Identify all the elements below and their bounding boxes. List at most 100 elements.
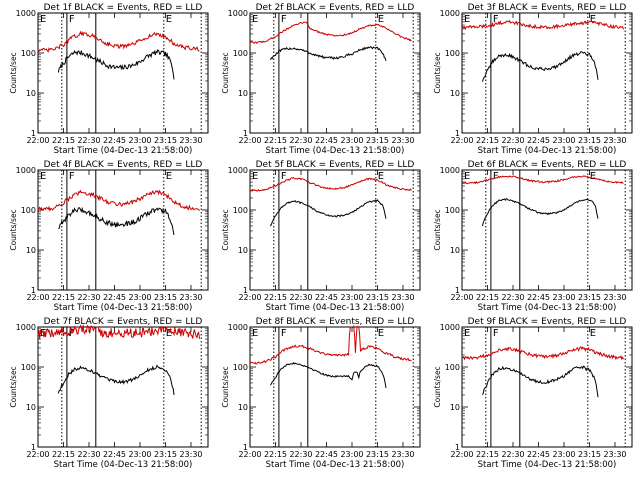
y-tick-label: 100 (445, 206, 460, 215)
y-tick-label: 1000 (228, 166, 248, 175)
y-tick-label: 1 (243, 129, 248, 138)
time-marker-label: F (281, 171, 287, 182)
detector-plot: Det 3f BLACK = Events, RED = LLD 1 10 100 10… (433, 3, 633, 156)
x-tick-label: 23:30 (391, 293, 414, 302)
plot-frame (37, 169, 209, 291)
x-tick-label: 23:30 (603, 450, 626, 459)
plot-frame (37, 326, 209, 448)
x-tick-label: 23:30 (391, 450, 414, 459)
events-series-line (269, 45, 387, 61)
x-tick-label: 22:30 (77, 450, 100, 459)
time-marker-label: E (166, 171, 172, 182)
x-tick-label: 23:15 (578, 136, 601, 145)
x-tick-label: 22:30 (501, 450, 524, 459)
detector-plot: Det 7f BLACK = Events, RED = LLD 1 10 100 10… (9, 317, 209, 470)
x-tick-label: 22:15 (476, 136, 499, 145)
x-tick-label: 23:15 (366, 136, 389, 145)
y-tick-label: 1 (31, 286, 36, 295)
y-tick-label: 1000 (16, 323, 36, 332)
plot-title: Det 3f BLACK = Events, RED = LLD (468, 3, 627, 13)
y-tick-label: 100 (21, 49, 36, 58)
events-series-line (481, 51, 599, 82)
x-axis-label: Start Time (04-Dec-13 21:58:00) (54, 303, 193, 313)
time-marker-label: E (166, 328, 172, 339)
x-tick-label: 23:00 (128, 450, 151, 459)
lld-series-line (461, 19, 624, 31)
y-tick-label: 1000 (16, 9, 36, 18)
y-axis-label: Counts/sec (9, 366, 18, 407)
y-tick-label: 100 (21, 363, 36, 372)
events-series-line (481, 365, 599, 398)
x-tick-label: 23:00 (128, 293, 151, 302)
plot-frame (461, 12, 633, 134)
x-tick-label: 22:00 (450, 136, 473, 145)
events-series-line (269, 361, 387, 389)
y-tick-label: 1000 (440, 9, 460, 18)
x-tick-label: 22:15 (264, 293, 287, 302)
x-tick-label: 22:45 (527, 450, 550, 459)
x-tick-label: 22:45 (103, 136, 126, 145)
time-marker-label: E (166, 14, 172, 25)
time-marker-label: E (464, 171, 470, 182)
detector-plot: Det 1f BLACK = Events, RED = LLD 1 10 100 10… (9, 3, 209, 156)
plot-frame (461, 169, 633, 291)
x-tick-label: 22:00 (450, 293, 473, 302)
events-series-line (57, 364, 175, 395)
plot-frame (249, 12, 421, 134)
y-tick-label: 100 (445, 49, 460, 58)
x-tick-label: 22:30 (77, 136, 100, 145)
y-axis-label: Counts/sec (221, 366, 230, 407)
plot-frame (461, 326, 633, 448)
y-tick-label: 10 (26, 403, 36, 412)
y-tick-label: 100 (21, 206, 36, 215)
x-tick-label: 22:15 (52, 450, 75, 459)
lld-series-line (37, 189, 200, 212)
plot-title: Det 7f BLACK = Events, RED = LLD (44, 317, 203, 327)
y-tick-label: 10 (238, 403, 248, 412)
x-tick-label: 23:15 (154, 450, 177, 459)
time-marker-label: F (69, 14, 75, 25)
y-tick-label: 1 (455, 129, 460, 138)
y-tick-label: 100 (233, 363, 248, 372)
x-axis-label: Start Time (04-Dec-13 21:58:00) (54, 146, 193, 156)
y-tick-label: 1000 (440, 166, 460, 175)
x-axis-label: Start Time (04-Dec-13 21:58:00) (478, 303, 617, 313)
y-axis-label: Counts/sec (221, 209, 230, 250)
y-tick-label: 10 (238, 246, 248, 255)
x-tick-label: 22:00 (26, 450, 49, 459)
x-tick-label: 22:45 (527, 136, 550, 145)
y-tick-label: 10 (450, 246, 460, 255)
x-tick-label: 23:00 (552, 293, 575, 302)
x-tick-label: 23:15 (154, 293, 177, 302)
x-tick-label: 22:45 (315, 450, 338, 459)
y-tick-label: 1 (31, 129, 36, 138)
y-axis-label: Counts/sec (433, 52, 442, 93)
time-marker-label: F (69, 171, 75, 182)
time-marker-label: E (590, 328, 596, 339)
lld-series-line (249, 176, 412, 192)
x-axis-label: Start Time (04-Dec-13 21:58:00) (266, 303, 405, 313)
x-axis-label: Start Time (04-Dec-13 21:58:00) (266, 460, 405, 470)
plot-title: Det 5f BLACK = Events, RED = LLD (256, 160, 415, 170)
y-tick-label: 1 (31, 443, 36, 452)
time-marker-label: F (281, 328, 287, 339)
y-tick-label: 100 (445, 363, 460, 372)
x-tick-label: 23:30 (179, 293, 202, 302)
x-tick-label: 23:00 (552, 136, 575, 145)
x-tick-label: 22:15 (264, 450, 287, 459)
plot-title: Det 1f BLACK = Events, RED = LLD (44, 3, 203, 13)
time-marker-label: E (252, 171, 258, 182)
x-tick-label: 23:30 (391, 136, 414, 145)
x-tick-label: 23:15 (154, 136, 177, 145)
time-marker-label: E (378, 171, 384, 182)
x-tick-label: 23:00 (340, 450, 363, 459)
x-tick-label: 23:00 (340, 136, 363, 145)
x-tick-label: 23:30 (603, 293, 626, 302)
detector-plot: Det 9f BLACK = Events, RED = LLD 1 10 100 10… (433, 317, 633, 470)
x-tick-label: 23:15 (578, 450, 601, 459)
events-series-line (481, 198, 599, 227)
time-marker-label: F (493, 171, 499, 182)
x-tick-label: 22:45 (527, 293, 550, 302)
y-axis-label: Counts/sec (9, 209, 18, 250)
x-tick-label: 23:00 (340, 293, 363, 302)
